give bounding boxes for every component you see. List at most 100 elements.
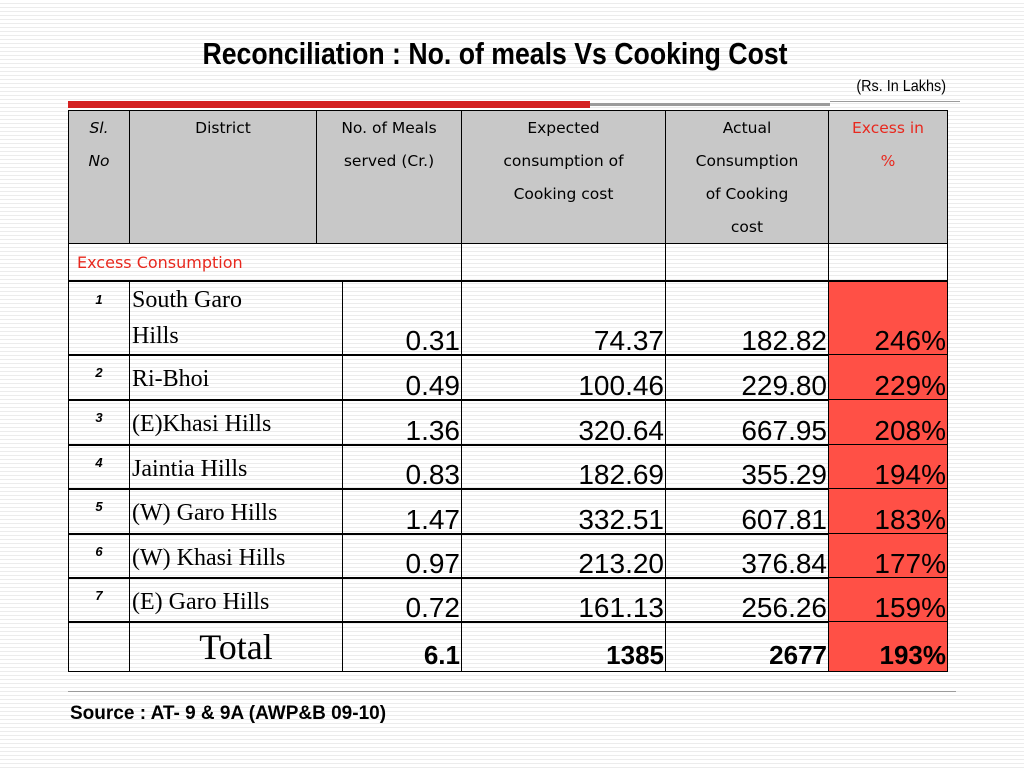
row-2-district: Ri-Bhoi [132, 366, 210, 392]
title-accent-rule [68, 101, 590, 108]
header-slno-line2: No [88, 152, 110, 170]
total-label-cell: Total [129, 621, 343, 672]
row-1-actual: 182.82 [741, 325, 827, 356]
row-4-expected: 182.69 [578, 459, 664, 490]
row-1-meals-cell: 0.31 [342, 281, 462, 356]
source-note: Source : AT- 9 & 9A (AWP&B 09-10) [70, 703, 387, 724]
row-3-district: (E)Khasi Hills [132, 411, 272, 437]
total-meals: 6.1 [423, 640, 460, 670]
total-actual-cell: 2677 [665, 621, 829, 672]
row-5-sl: 5 [95, 499, 103, 514]
row-4-district: Jaintia Hills [132, 456, 248, 482]
row-3-meals-cell: 1.36 [342, 399, 462, 446]
row-7-actual: 256.26 [741, 592, 827, 623]
row-1-expected-cell: 74.37 [461, 281, 666, 356]
section-label: Excess Consumption [77, 253, 243, 272]
header-expected: Expected consumption of Cooking cost [461, 110, 666, 244]
row-6-meals: 0.97 [405, 548, 461, 579]
row-2-district-cell: Ri-Bhoi [129, 354, 343, 401]
row-5-actual-cell: 607.81 [665, 488, 829, 535]
row-5-excess-cell: 183% [828, 488, 948, 535]
row-5-excess: 183% [874, 504, 946, 535]
row-5-meals: 1.47 [405, 504, 461, 535]
footer-rule [68, 691, 956, 692]
row-3-actual-cell: 667.95 [665, 399, 829, 446]
row-1-actual-cell: 182.82 [665, 281, 829, 356]
title-gray-rule [590, 103, 830, 106]
header-district: District [129, 110, 317, 244]
row-6-sl-cell: 6 [68, 533, 130, 579]
row-2-sl: 2 [95, 365, 103, 380]
row-6-sl: 6 [95, 544, 103, 559]
section-row-empty-cell [665, 243, 829, 281]
units-note: (Rs. In Lakhs) [856, 78, 946, 95]
row-5-expected: 332.51 [578, 504, 664, 535]
total-excess: 193% [879, 640, 947, 670]
header-excess: Excess in % [828, 110, 948, 244]
row-1-meals: 0.31 [405, 325, 461, 356]
row-3-sl: 3 [95, 410, 103, 425]
row-3-sl-cell: 3 [68, 399, 130, 446]
row-2-excess: 229% [874, 370, 946, 401]
row-3-excess: 208% [874, 415, 946, 446]
row-1-excess: 246% [874, 325, 946, 356]
total-slno-cell [68, 621, 130, 672]
row-7-sl-cell: 7 [68, 577, 130, 623]
total-excess-cell: 193% [828, 621, 948, 672]
row-7-meals: 0.72 [405, 592, 461, 623]
row-6-expected-cell: 213.20 [461, 533, 666, 579]
total-expected-cell: 1385 [461, 621, 666, 672]
section-row-empty-cell [828, 243, 948, 281]
row-6-actual-cell: 376.84 [665, 533, 829, 579]
row-3-expected-cell: 320.64 [461, 399, 666, 446]
header-excess-line2: % [880, 152, 896, 170]
row-2-expected: 100.46 [578, 370, 664, 401]
row-1-expected: 74.37 [593, 325, 664, 356]
row-5-district: (W) Garo Hills [132, 500, 278, 526]
section-row-empty-cell [461, 243, 666, 281]
header-actual-line3: of Cooking [705, 185, 789, 203]
row-6-excess-cell: 177% [828, 533, 948, 579]
row-2-meals-cell: 0.49 [342, 354, 462, 401]
row-5-actual: 607.81 [741, 504, 827, 535]
row-4-actual-cell: 355.29 [665, 444, 829, 490]
row-2-sl-cell: 2 [68, 354, 130, 401]
row-3-district-cell: (E)Khasi Hills [129, 399, 343, 446]
row-1-sl: 1 [95, 292, 103, 307]
row-2-meals: 0.49 [405, 370, 461, 401]
row-4-actual: 355.29 [741, 459, 827, 490]
total-meals-cell: 6.1 [342, 621, 462, 672]
row-1-excess-cell: 246% [828, 281, 948, 356]
row-7-district-cell: (E) Garo Hills [129, 577, 343, 623]
row-7-actual-cell: 256.26 [665, 577, 829, 623]
header-slno: Sl. No [68, 110, 130, 244]
row-7-expected: 161.13 [578, 592, 664, 623]
row-4-excess-cell: 194% [828, 444, 948, 490]
row-5-sl-cell: 5 [68, 488, 130, 535]
row-1-district-cell: South Garo Hills [129, 281, 343, 356]
row-6-excess: 177% [874, 548, 946, 579]
header-slno-line1: Sl. [89, 119, 109, 137]
row-2-actual-cell: 229.80 [665, 354, 829, 401]
row-6-expected: 213.20 [578, 548, 664, 579]
header-actual: Actual Consumption of Cooking cost [665, 110, 829, 244]
header-actual-line4: cost [730, 218, 764, 236]
row-5-district-cell: (W) Garo Hills [129, 488, 343, 535]
row-1-sl-cell: 1 [68, 281, 130, 356]
row-6-district: (W) Khasi Hills [132, 545, 286, 571]
header-meals-line2: served (Cr.) [343, 152, 435, 170]
row-4-sl-cell: 4 [68, 444, 130, 490]
row-4-excess: 194% [874, 459, 946, 490]
header-actual-line2: Consumption [695, 152, 799, 170]
section-row-label-cell: Excess Consumption [68, 243, 462, 281]
row-3-expected: 320.64 [578, 415, 664, 446]
row-4-sl: 4 [95, 455, 103, 470]
row-7-meals-cell: 0.72 [342, 577, 462, 623]
row-2-expected-cell: 100.46 [461, 354, 666, 401]
row-4-meals-cell: 0.83 [342, 444, 462, 490]
header-district-label: District [195, 119, 251, 137]
row-6-district-cell: (W) Khasi Hills [129, 533, 343, 579]
row-7-excess: 159% [874, 592, 946, 623]
row-1-district: South Garo Hills [132, 287, 242, 349]
slide-title: Reconciliation : No. of meals Vs Cooking… [202, 36, 788, 71]
